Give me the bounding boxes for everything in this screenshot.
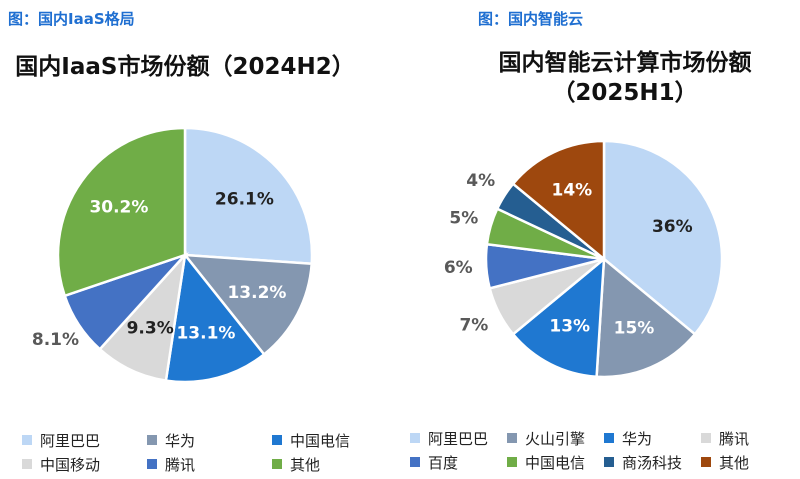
data-label: 30.2%	[89, 198, 148, 218]
legend-item: 华为	[147, 428, 272, 452]
legend-swatch	[22, 459, 32, 469]
pie-slice	[511, 139, 606, 262]
legend-swatch	[22, 435, 32, 445]
chart-title: 国内智能云计算市场份额（2025H1）	[498, 50, 752, 106]
data-label: 26.1%	[215, 190, 274, 210]
legend-item: 其他	[701, 450, 798, 474]
pie-slice	[511, 256, 606, 379]
legend-swatch	[507, 457, 517, 467]
legend-swatch	[701, 433, 711, 443]
pie-slice	[164, 251, 266, 384]
legend-swatch	[410, 457, 420, 467]
legend-swatch	[272, 435, 282, 445]
data-label: 14%	[551, 181, 592, 201]
legend-label: 其他	[290, 455, 321, 474]
data-label: 13.1%	[176, 324, 235, 344]
data-label: 13%	[549, 316, 590, 336]
data-label: 9.3%	[127, 318, 174, 338]
pie-slice	[182, 253, 314, 357]
legend-item: 华为	[604, 426, 701, 450]
legend-swatch	[272, 459, 282, 469]
legend-label: 中国移动	[40, 455, 101, 474]
legend-swatch	[604, 433, 614, 443]
legend-swatch	[147, 435, 157, 445]
legend-label: 其他	[719, 453, 750, 472]
legend-label: 百度	[428, 453, 459, 472]
data-label: 36%	[652, 217, 693, 237]
legend-label: 阿里巴巴	[40, 431, 101, 450]
legend-item: 中国移动	[22, 452, 147, 476]
pie-slice	[183, 126, 314, 266]
legend-item: 百度	[410, 450, 507, 474]
caption: 图：国内IaaS格局	[8, 10, 135, 28]
legend-item: 其他	[272, 452, 397, 476]
legend-item: 商汤科技	[604, 450, 701, 474]
legend-item: 中国电信	[507, 450, 604, 474]
legend-item: 阿里巴巴	[22, 428, 147, 452]
data-label: 4%	[466, 171, 495, 191]
legend-label: 腾讯	[165, 455, 196, 474]
legend-label: 腾讯	[719, 429, 750, 448]
pie-slice	[56, 126, 187, 298]
legend-item: 阿里巴巴	[410, 426, 507, 450]
legend: 阿里巴巴 华为 中国电信中国移动 腾讯 其他	[22, 428, 412, 476]
caption: 图：国内智能云	[478, 10, 584, 28]
data-label: 15%	[614, 318, 655, 338]
data-label: 13.2%	[227, 283, 286, 303]
data-label: 5%	[449, 208, 478, 228]
legend-label: 华为	[165, 431, 196, 450]
data-label: 8.1%	[32, 330, 79, 350]
legend-swatch	[147, 459, 157, 469]
pie-slice	[595, 256, 697, 379]
legend-item: 火山引擎	[507, 426, 604, 450]
legend-item: 腾讯	[147, 452, 272, 476]
legend-label: 阿里巴巴	[428, 429, 489, 448]
legend-item: 腾讯	[701, 426, 798, 450]
legend: 阿里巴巴 火山引擎 华为 腾讯百度 中国电信 商汤科技 其他	[410, 426, 800, 474]
data-label: 7%	[459, 315, 488, 335]
legend-swatch	[410, 433, 420, 443]
legend-label: 火山引擎	[525, 429, 586, 448]
legend-swatch	[507, 433, 517, 443]
data-label: 6%	[444, 258, 473, 278]
legend-label: 商汤科技	[622, 453, 683, 472]
legend-swatch	[604, 457, 614, 467]
pie-slice	[602, 139, 724, 336]
legend-item: 中国电信	[272, 428, 397, 452]
legend-swatch	[701, 457, 711, 467]
legend-label: 中国电信	[525, 453, 586, 472]
chart-title: 国内IaaS市场份额（2024H2）	[15, 54, 355, 80]
legend-label: 中国电信	[290, 431, 351, 450]
legend-label: 华为	[622, 429, 653, 448]
